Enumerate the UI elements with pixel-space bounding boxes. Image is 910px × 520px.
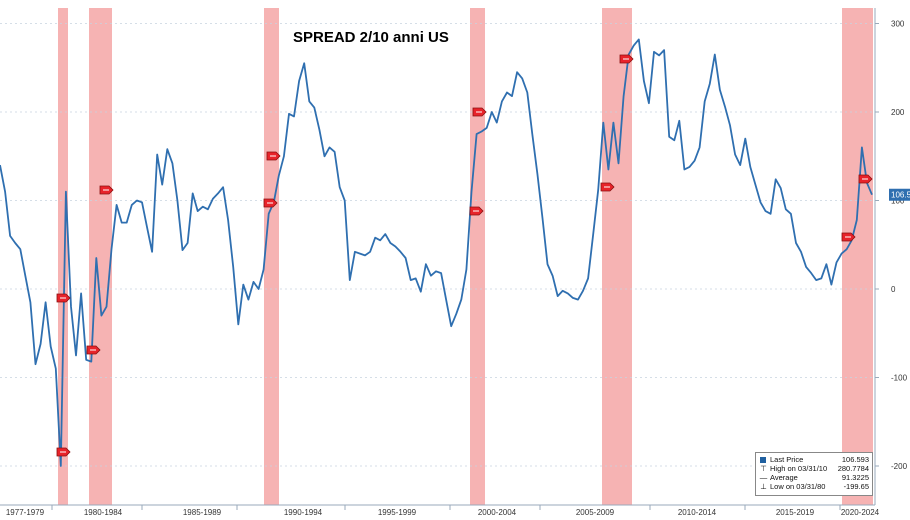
legend-label: Low on 03/31/80 — [770, 482, 826, 491]
last-price-value: 106.5 — [891, 191, 910, 200]
event-marker — [56, 293, 71, 303]
x-tick-label: 2015-2019 — [776, 508, 815, 517]
legend-value: 91.3225 — [841, 473, 869, 482]
y-tick-label: -100 — [891, 374, 908, 383]
legend-value: -199.65 — [843, 482, 869, 491]
chart-title: SPREAD 2/10 anni US — [293, 29, 449, 46]
spread-line — [0, 38, 873, 467]
legend-entry-average: — Average 91.3225 — [759, 473, 869, 482]
square-icon — [760, 456, 766, 463]
event-marker — [266, 151, 281, 161]
y-tick-label: -200 — [891, 462, 908, 471]
legend-label: High on 03/31/10 — [770, 464, 828, 473]
x-tick-label: 1980-1984 — [84, 508, 123, 517]
average-marker-icon: — — [759, 473, 768, 482]
legend-entry-high: ⊤ High on 03/31/10 280.7784 — [759, 464, 869, 473]
event-marker — [841, 232, 856, 242]
x-tick-label: 2000-2004 — [478, 508, 517, 517]
recession-band — [58, 8, 68, 505]
event-marker — [56, 447, 71, 457]
event-marker — [619, 54, 634, 64]
x-tick-label: 1977-1979 — [6, 508, 45, 517]
recession-band — [264, 8, 279, 505]
recession-band — [602, 8, 632, 505]
event-marker — [86, 345, 101, 355]
event-marker — [600, 182, 615, 192]
x-tick-label: 1990-1994 — [284, 508, 323, 517]
y-tick-label: 200 — [891, 108, 905, 117]
y-tick-label: 100 — [891, 197, 905, 206]
y-tick-label: 0 — [891, 285, 896, 294]
low-marker-icon: ⊥ — [760, 482, 767, 491]
x-tick-label: 1985-1989 — [183, 508, 222, 517]
x-tick-label: 1995-1999 — [378, 508, 417, 517]
x-tick-label: 2020-2024 — [841, 508, 880, 517]
event-marker — [472, 107, 487, 117]
legend-label: Last Price — [770, 455, 804, 464]
legend-entry-low: ⊥ Low on 03/31/80 -199.65 — [759, 482, 869, 491]
legend: Last Price 106.593 ⊤ High on 03/31/10 280… — [755, 452, 873, 496]
event-marker — [858, 174, 873, 184]
legend-entry-last: Last Price 106.593 — [759, 455, 869, 464]
recession-band — [842, 8, 873, 505]
event-marker — [99, 185, 114, 195]
event-marker — [469, 206, 484, 216]
x-tick-label: 2005-2009 — [576, 508, 615, 517]
legend-value: 280.7784 — [837, 464, 869, 473]
high-marker-icon: ⊤ — [760, 464, 767, 473]
legend-label: Average — [770, 473, 798, 482]
x-tick-label: 2010-2014 — [678, 508, 717, 517]
recession-band — [470, 8, 485, 505]
legend-value: 106.593 — [841, 455, 869, 464]
recession-band — [89, 8, 112, 505]
y-tick-label: 300 — [891, 20, 905, 29]
last-price-tag — [889, 188, 910, 201]
event-marker — [263, 198, 278, 208]
